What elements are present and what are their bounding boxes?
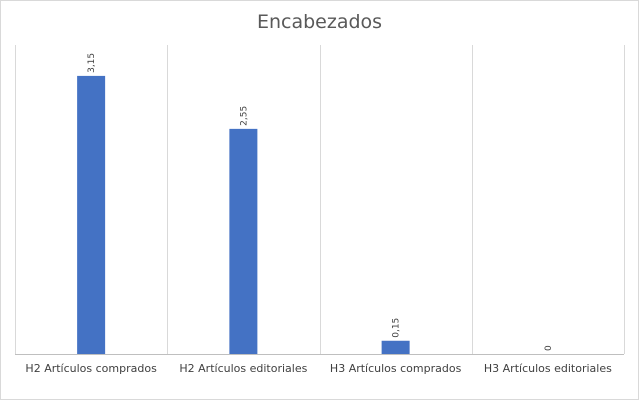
data-label: 0,15	[392, 318, 402, 338]
data-label: 0	[544, 345, 554, 351]
data-label: 3,15	[87, 53, 97, 73]
bar	[229, 128, 258, 354]
chart-title: Encabezados	[256, 11, 383, 33]
category-label: H3 Artículos editoriales	[484, 362, 612, 375]
category-label: H2 Artículos editoriales	[179, 362, 307, 375]
category-label: H3 Artículos comprados	[330, 362, 462, 375]
bar	[381, 340, 410, 354]
bar	[77, 75, 106, 355]
category-label: H2 Artículos comprados	[25, 362, 157, 375]
data-label: 2,55	[239, 106, 249, 126]
